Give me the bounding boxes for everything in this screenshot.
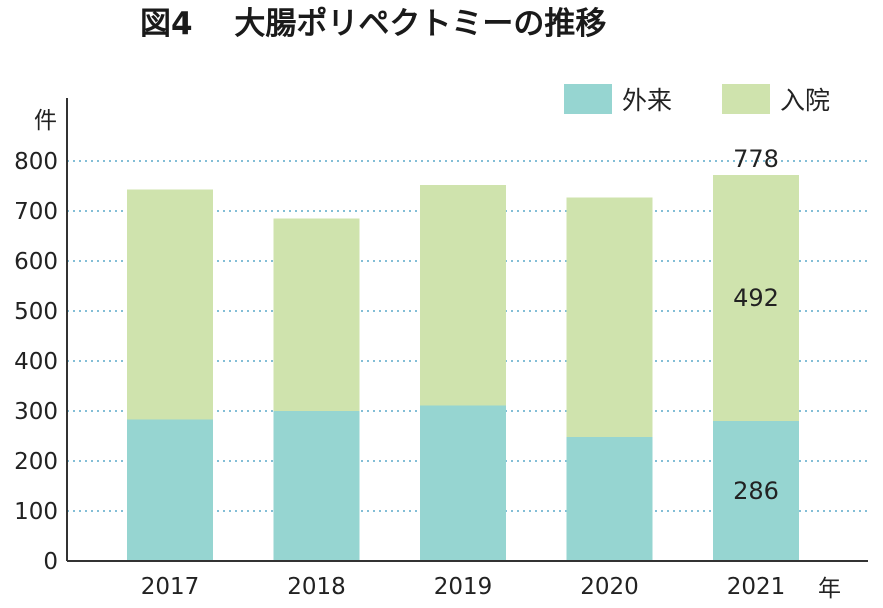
x-tick-label-2017: 2017 bbox=[141, 574, 200, 600]
bar-outpatient-2020 bbox=[566, 437, 653, 561]
bars bbox=[127, 175, 799, 561]
y-tick-label-200: 200 bbox=[14, 449, 58, 475]
bar-outpatient-2021 bbox=[713, 421, 799, 561]
y-axis-unit-label: 件 bbox=[34, 108, 57, 134]
legend-label-inpatient: 入院 bbox=[780, 86, 830, 115]
x-axis-ticks: 2017 2018 2019 2020 2021 bbox=[141, 574, 786, 600]
chart-title: 図4 大腸ポリペクトミーの推移 bbox=[140, 6, 606, 42]
legend-swatch-inpatient bbox=[722, 84, 770, 114]
x-tick-label-2021: 2021 bbox=[727, 574, 786, 600]
y-tick-label-400: 400 bbox=[14, 349, 58, 375]
x-tick-label-2019: 2019 bbox=[434, 574, 493, 600]
bar-inpatient-2018 bbox=[273, 218, 360, 411]
bar-outpatient-2019 bbox=[420, 405, 506, 561]
bar-outpatient-2017 bbox=[127, 419, 213, 561]
y-tick-label-600: 600 bbox=[14, 249, 58, 275]
y-tick-label-0: 0 bbox=[43, 549, 58, 575]
bar-outpatient-2018 bbox=[273, 411, 360, 561]
legend-label-outpatient: 外来 bbox=[622, 86, 672, 115]
y-tick-label-100: 100 bbox=[14, 499, 58, 525]
y-axis-ticks: 0 100 200 300 400 500 600 700 800 bbox=[14, 149, 58, 575]
legend: 外来 入院 bbox=[564, 84, 830, 115]
y-tick-label-800: 800 bbox=[14, 149, 58, 175]
x-tick-label-2020: 2020 bbox=[580, 574, 639, 600]
bar-inpatient-2020 bbox=[566, 197, 653, 437]
data-label-2021-total: 778 bbox=[733, 145, 779, 173]
y-tick-label-500: 500 bbox=[14, 299, 58, 325]
data-label-2021-inpatient: 492 bbox=[733, 284, 779, 312]
bar-inpatient-2019 bbox=[420, 185, 506, 406]
legend-swatch-outpatient bbox=[564, 84, 612, 114]
bar-inpatient-2017 bbox=[127, 189, 213, 420]
bar-inpatient-2021 bbox=[713, 175, 799, 421]
y-tick-label-300: 300 bbox=[14, 399, 58, 425]
x-tick-label-2018: 2018 bbox=[287, 574, 346, 600]
x-axis-unit-label: 年 bbox=[818, 576, 841, 602]
data-labels: 286 492 778 bbox=[733, 145, 779, 505]
y-tick-label-700: 700 bbox=[14, 199, 58, 225]
data-label-2021-outpatient: 286 bbox=[733, 477, 779, 505]
